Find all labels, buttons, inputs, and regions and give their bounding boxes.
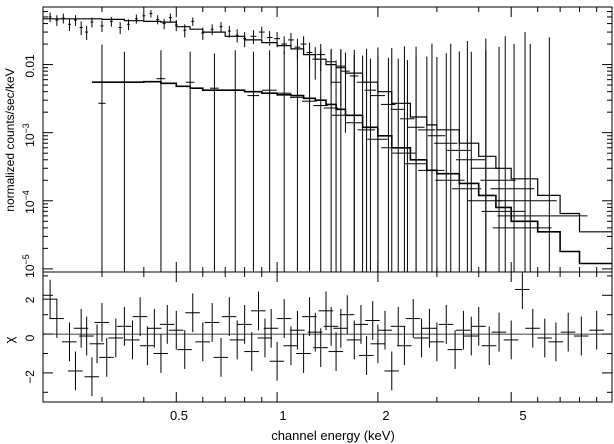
residual-y-axis-label: χ — [2, 336, 17, 343]
y-tick-label-0.01: 0.01 — [23, 54, 37, 78]
y-tick-label-0: 0 — [23, 334, 37, 341]
y-tick-label-1e-5: 10−5 — [21, 254, 37, 278]
x-tick-label-2: 2 — [382, 408, 389, 423]
spectrum-y-axis-label: normalized counts/sec/keV — [3, 68, 17, 211]
x-axis-label: channel energy (keV) — [271, 428, 395, 443]
y-tick-label-minus2: −2 — [23, 370, 37, 384]
residual-tick-marks — [43, 272, 612, 402]
model-step-line-1 — [43, 18, 612, 233]
y-tick-label-1e-4: 10−4 — [21, 190, 37, 214]
residual-panel-frame — [42, 271, 613, 403]
spectrum-tick-marks — [43, 6, 612, 272]
model-step-line-2 — [91, 80, 612, 265]
residual-data-layer — [42, 272, 612, 397]
spectrum-panel-frame — [42, 6, 613, 273]
spectrum-data-layer — [43, 10, 612, 272]
y-tick-label-1e-3: 10−3 — [21, 123, 37, 147]
x-tick-label-0.5: 0.5 — [170, 408, 188, 423]
x-tick-label-5: 5 — [519, 408, 526, 423]
y-tick-label-2: 2 — [23, 296, 37, 303]
x-tick-label-1: 1 — [279, 408, 286, 423]
